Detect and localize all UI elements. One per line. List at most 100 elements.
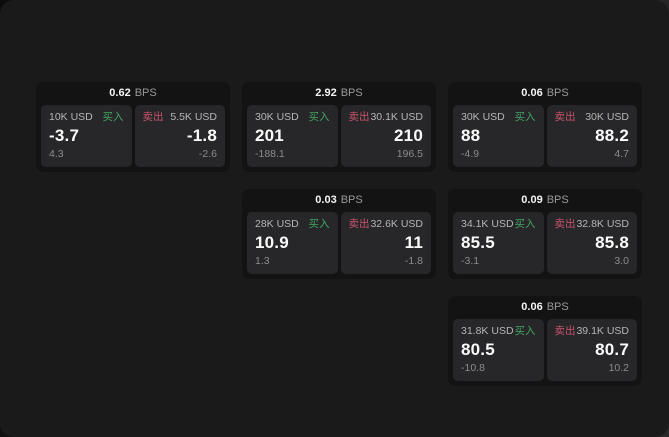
- buy-tile[interactable]: 30K USD 买入 88 -4.9: [453, 105, 544, 167]
- sell-label: 卖出: [142, 111, 164, 123]
- bps-value: 0.03: [315, 194, 337, 206]
- sell-tile[interactable]: 卖出 5.5K USD -1.8 -2.6: [134, 105, 225, 167]
- buy-tile-top-row: 28K USD 买入: [255, 218, 330, 231]
- buy-tile-top-row: 10K USD 买入: [49, 111, 124, 124]
- sell-label: 卖出: [554, 218, 576, 230]
- sell-tile-top-row: 卖出 5.5K USD: [142, 111, 218, 124]
- buy-amount: 28K USD: [255, 218, 299, 230]
- buy-tile-top-row: 30K USD 买入: [255, 111, 330, 124]
- bps-unit-label: BPS: [546, 301, 569, 313]
- quote-card-body: 28K USD 买入 10.9 1.3 卖出 32.6K USD 11 -1.8: [242, 212, 436, 279]
- sell-tile-top-row: 卖出 32.6K USD: [348, 218, 424, 231]
- quote-card: 2.92 BPS 30K USD 买入 201 -188.1 卖出 30.1K …: [242, 82, 436, 172]
- quotes-grid: 0.62 BPS 10K USD 买入 -3.7 4.3 卖出 5.5K USD…: [36, 82, 642, 386]
- buy-tile[interactable]: 31.8K USD 买入 80.5 -10.8: [453, 319, 544, 381]
- sell-delta: 196.5: [396, 148, 423, 161]
- quote-card: 0.06 BPS 31.8K USD 买入 80.5 -10.8 卖出 39.1…: [448, 296, 642, 386]
- bps-unit-label: BPS: [340, 194, 363, 206]
- buy-tile-top-row: 34.1K USD 买入: [461, 218, 536, 231]
- buy-price: -3.7: [49, 125, 80, 145]
- bps-value: 0.06: [521, 301, 543, 313]
- buy-price: 201: [255, 125, 284, 145]
- buy-delta: -188.1: [255, 148, 285, 161]
- sell-tile-top-row: 卖出 30K USD: [554, 111, 630, 124]
- sell-price: 11: [404, 232, 423, 252]
- sell-amount: 5.5K USD: [170, 111, 217, 123]
- quote-card: 0.06 BPS 30K USD 买入 88 -4.9 卖出 30K USD 8…: [448, 82, 642, 172]
- bps-value: 0.62: [109, 87, 131, 99]
- buy-tile[interactable]: 10K USD 买入 -3.7 4.3: [41, 105, 132, 167]
- sell-tile[interactable]: 卖出 30K USD 88.2 4.7: [546, 105, 637, 167]
- sell-amount: 30.1K USD: [370, 111, 423, 123]
- sell-price: 80.7: [595, 339, 629, 359]
- buy-delta: -3.1: [461, 255, 480, 268]
- buy-delta: -10.8: [461, 362, 485, 375]
- buy-delta: 4.3: [49, 148, 64, 161]
- bps-unit-label: BPS: [134, 87, 157, 99]
- sell-amount: 32.6K USD: [370, 218, 423, 230]
- buy-tile[interactable]: 34.1K USD 买入 85.5 -3.1: [453, 212, 544, 274]
- buy-amount: 34.1K USD: [461, 218, 514, 230]
- sell-tile[interactable]: 卖出 30.1K USD 210 196.5: [340, 105, 431, 167]
- bps-unit-label: BPS: [546, 194, 569, 206]
- quote-card-header: 0.03 BPS: [242, 189, 436, 212]
- sell-price: 210: [394, 125, 423, 145]
- sell-delta: -1.8: [404, 255, 423, 268]
- sell-price: 88.2: [595, 125, 629, 145]
- bps-value: 0.06: [521, 87, 543, 99]
- sell-label: 卖出: [554, 111, 576, 123]
- quote-card-header: 0.62 BPS: [36, 82, 230, 105]
- buy-delta: -4.9: [461, 148, 480, 161]
- quote-card-header: 0.09 BPS: [448, 189, 642, 212]
- bps-unit-label: BPS: [340, 87, 363, 99]
- sell-delta: 3.0: [614, 255, 629, 268]
- bps-value: 2.92: [315, 87, 337, 99]
- quote-card: 0.03 BPS 28K USD 买入 10.9 1.3 卖出 32.6K US…: [242, 189, 436, 279]
- sell-tile[interactable]: 卖出 32.8K USD 85.8 3.0: [546, 212, 637, 274]
- buy-label: 买入: [514, 111, 536, 123]
- quote-card-body: 30K USD 买入 201 -188.1 卖出 30.1K USD 210 1…: [242, 105, 436, 172]
- buy-amount: 10K USD: [49, 111, 93, 123]
- quote-card-body: 10K USD 买入 -3.7 4.3 卖出 5.5K USD -1.8 -2.…: [36, 105, 230, 172]
- sell-label: 卖出: [348, 218, 370, 230]
- buy-label: 买入: [308, 218, 330, 230]
- buy-tile-top-row: 30K USD 买入: [461, 111, 536, 124]
- sell-tile[interactable]: 卖出 39.1K USD 80.7 10.2: [546, 319, 637, 381]
- sell-price: -1.8: [186, 125, 217, 145]
- buy-label: 买入: [308, 111, 330, 123]
- buy-label: 买入: [102, 111, 124, 123]
- quote-card-body: 31.8K USD 买入 80.5 -10.8 卖出 39.1K USD 80.…: [448, 319, 642, 386]
- quote-card: 0.62 BPS 10K USD 买入 -3.7 4.3 卖出 5.5K USD…: [36, 82, 230, 172]
- buy-tile-top-row: 31.8K USD 买入: [461, 325, 536, 338]
- sell-amount: 30K USD: [585, 111, 629, 123]
- buy-amount: 31.8K USD: [461, 325, 514, 337]
- buy-label: 买入: [514, 218, 536, 230]
- quote-card-body: 34.1K USD 买入 85.5 -3.1 卖出 32.8K USD 85.8…: [448, 212, 642, 279]
- sell-label: 卖出: [348, 111, 370, 123]
- buy-label: 买入: [514, 325, 536, 337]
- buy-price: 85.5: [461, 232, 495, 252]
- bps-unit-label: BPS: [546, 87, 569, 99]
- bps-value: 0.09: [521, 194, 543, 206]
- buy-amount: 30K USD: [255, 111, 299, 123]
- sell-delta: -2.6: [198, 148, 217, 161]
- quote-card-body: 30K USD 买入 88 -4.9 卖出 30K USD 88.2 4.7: [448, 105, 642, 172]
- sell-label: 卖出: [554, 325, 576, 337]
- sell-tile[interactable]: 卖出 32.6K USD 11 -1.8: [340, 212, 431, 274]
- sell-amount: 39.1K USD: [576, 325, 629, 337]
- sell-amount: 32.8K USD: [576, 218, 629, 230]
- buy-tile[interactable]: 28K USD 买入 10.9 1.3: [247, 212, 338, 274]
- sell-delta: 4.7: [614, 148, 629, 161]
- buy-price: 10.9: [255, 232, 289, 252]
- buy-amount: 30K USD: [461, 111, 505, 123]
- quote-card: 0.09 BPS 34.1K USD 买入 85.5 -3.1 卖出 32.8K…: [448, 189, 642, 279]
- buy-delta: 1.3: [255, 255, 270, 268]
- sell-tile-top-row: 卖出 39.1K USD: [554, 325, 630, 338]
- sell-delta: 10.2: [608, 362, 629, 375]
- quote-card-header: 0.06 BPS: [448, 296, 642, 319]
- buy-tile[interactable]: 30K USD 买入 201 -188.1: [247, 105, 338, 167]
- quote-card-header: 2.92 BPS: [242, 82, 436, 105]
- sell-price: 85.8: [595, 232, 629, 252]
